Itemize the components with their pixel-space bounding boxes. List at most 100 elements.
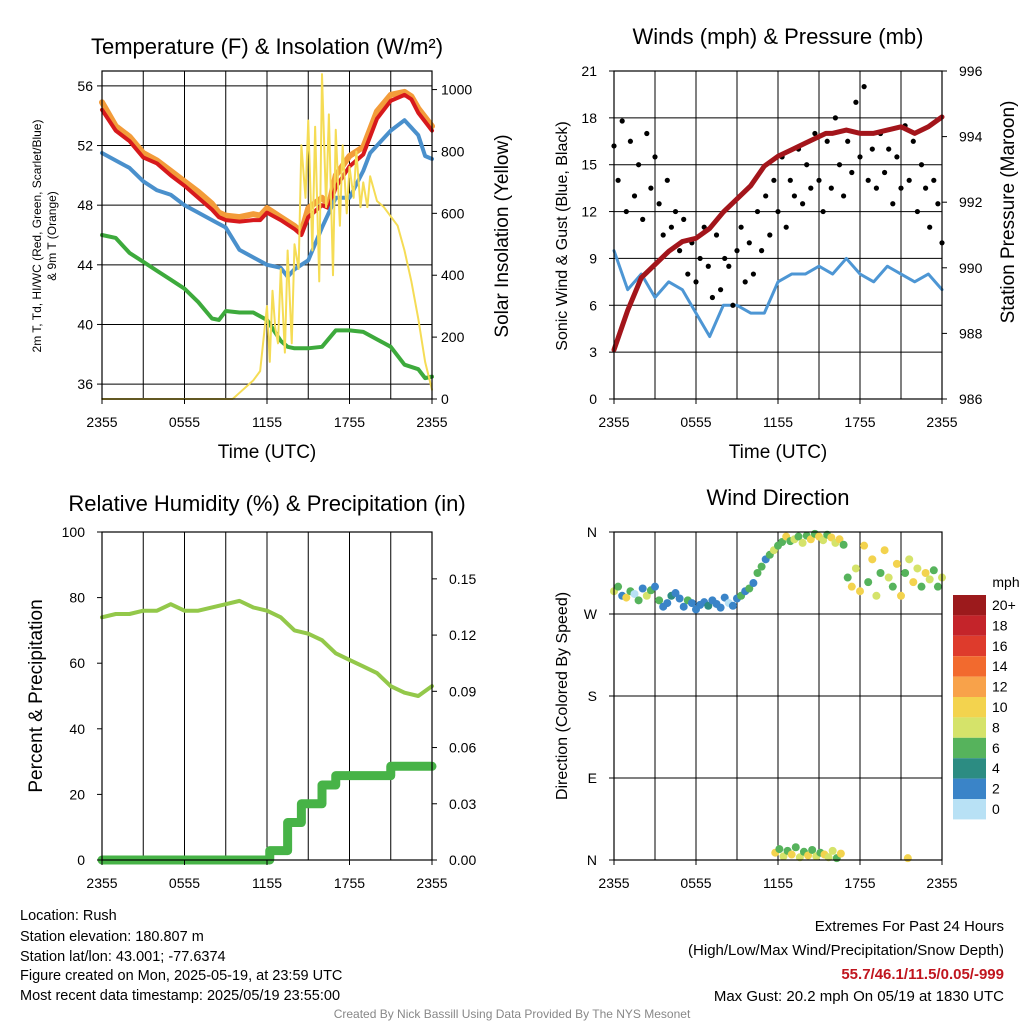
temp-chart-title: Temperature (F) & Insolation (W/m²): [91, 34, 443, 59]
gust-point-63: [869, 146, 875, 152]
speed-legend-swatch-6: [953, 717, 986, 738]
gust-point-77: [927, 224, 933, 230]
direction-point-83: [779, 852, 788, 861]
direction-point-57: [843, 573, 852, 582]
speed-legend-label-7: 6: [992, 740, 1000, 756]
direction-point-79: [933, 582, 942, 591]
direction-point-19: [687, 599, 696, 608]
direction-point-97: [836, 849, 845, 858]
temp-ytick-label-1: 40: [77, 316, 93, 332]
temp-xtick-label-2: 1155: [252, 414, 282, 430]
rh-y2tick-label-3: 0.09: [449, 683, 476, 699]
gust-point-18: [685, 271, 691, 277]
gust-point-36: [759, 248, 765, 254]
speed-legend-label-2: 16: [992, 638, 1008, 654]
direction-point-64: [872, 591, 881, 600]
wind-y2tick-label-0: 986: [959, 391, 983, 407]
gust-point-70: [898, 185, 904, 191]
gust-point-42: [783, 224, 789, 230]
wind-chart-title: Winds (mph) & Pressure (mb): [633, 24, 924, 49]
dir-xtick-label-2: 1155: [763, 875, 793, 891]
speed-legend-swatch-9: [953, 778, 986, 799]
gust-point-20: [693, 279, 699, 285]
gust-point-32: [742, 279, 748, 285]
gust-point-24: [709, 294, 716, 301]
temp-ytick-label-5: 56: [77, 78, 93, 94]
direction-point-87: [795, 853, 804, 862]
wind-speed-line: [612, 249, 944, 339]
temp-ytick-label-2: 44: [77, 257, 93, 273]
temp-series-2: [100, 118, 434, 279]
gust-point-52: [824, 138, 830, 144]
direction-point-98: [903, 854, 912, 863]
temp-xtick-label-4: 2355: [416, 414, 447, 430]
gust-point-73: [910, 138, 916, 144]
direction-point-60: [856, 587, 864, 596]
gust-point-60: [857, 154, 863, 160]
wind-ytick-label-4: 12: [581, 204, 597, 220]
wind-ytick-label-0: 0: [589, 391, 597, 407]
gust-point-15: [672, 208, 679, 215]
speed-legend-label-1: 18: [992, 617, 1008, 633]
wind-y2tick-label-4: 994: [959, 129, 983, 145]
gust-point-48: [808, 185, 814, 191]
wind-y2tick-label-3: 992: [959, 194, 983, 210]
gust-point-16: [677, 248, 683, 254]
footer-location: Location: Rush: [20, 908, 117, 924]
gust-point-2: [619, 118, 625, 124]
direction-point-66: [880, 546, 889, 555]
temp-xtick-label-0: 2355: [86, 414, 117, 430]
gust-point-59: [853, 99, 859, 105]
dir-xtick-label-3: 1755: [844, 875, 875, 891]
direction-point-35: [753, 569, 762, 577]
temp-x-axis-label: Time (UTC): [218, 442, 317, 463]
rh-y2tick-label-1: 0.03: [449, 796, 476, 812]
direction-point-10: [651, 582, 659, 591]
footer-created: Figure created on Mon, 2025-05-19, at 23…: [20, 968, 343, 984]
speed-legend-swatch-1: [953, 615, 986, 636]
direction-point-62: [864, 578, 873, 587]
wind-y2tick-label-1: 988: [959, 325, 983, 341]
wind-xtick-label-2: 1155: [763, 414, 793, 430]
dir-ytick-label-4: N: [587, 524, 597, 540]
speed-legend-label-9: 2: [992, 781, 1000, 797]
temp-y2tick-label-5: 1000: [441, 82, 472, 98]
gust-point-23: [705, 263, 711, 269]
direction-point-86: [791, 843, 800, 852]
direction-point-5: [630, 589, 639, 598]
rh-ytick-label-1: 20: [69, 786, 85, 802]
gust-point-12: [660, 232, 666, 238]
temp-series-3: [100, 233, 434, 381]
temp-ytick-label-4: 52: [77, 138, 93, 154]
wind-ytick-label-7: 21: [581, 63, 597, 79]
wind-y2tick-label-2: 990: [959, 260, 983, 276]
gust-point-43: [787, 177, 793, 183]
direction-point-33: [745, 584, 754, 593]
direction-point-8: [642, 591, 651, 600]
direction-point-82: [775, 845, 784, 854]
direction-point-74: [913, 564, 922, 573]
gust-point-17: [681, 216, 687, 222]
direction-point-59: [851, 564, 860, 573]
gust-point-34: [750, 271, 757, 277]
wind-xtick-label-1: 0555: [680, 414, 711, 430]
rh-ytick-label-3: 60: [69, 655, 85, 671]
speed-legend-label-10: 0: [992, 801, 1000, 817]
speed-legend-swatch-0: [953, 595, 986, 616]
temp-y2tick-label-2: 400: [441, 267, 465, 283]
gust-point-76: [923, 185, 929, 191]
gust-point-3: [623, 208, 629, 215]
direction-point-67: [884, 573, 893, 582]
direction-point-15: [671, 589, 680, 598]
gust-point-13: [664, 177, 670, 183]
gust-point-72: [906, 177, 912, 183]
speed-legend-swatch-2: [953, 635, 986, 657]
temp-series-1: [100, 92, 434, 237]
wind-ytick-label-5: 15: [581, 157, 597, 173]
rh-y2tick-label-2: 0.06: [449, 740, 476, 756]
gust-point-26: [718, 287, 724, 293]
direction-point-89: [804, 851, 813, 860]
extremes-subtitle: (High/Low/Max Wind/Precipitation/Snow De…: [688, 942, 1004, 959]
temp-y-axis-label-line2: & 9m T (Orange): [45, 191, 59, 281]
gust-point-11: [656, 201, 662, 207]
